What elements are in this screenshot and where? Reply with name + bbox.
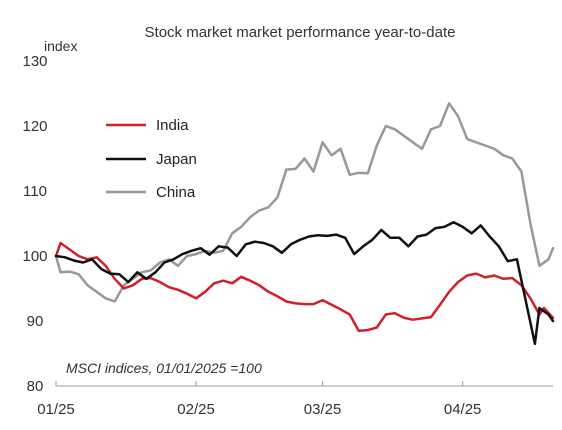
legend: India Japan China — [106, 117, 197, 201]
x-axis: 01/25 02/25 03/25 04/25 — [37, 381, 553, 418]
y-tick-label: 90 — [27, 313, 44, 330]
x-tick-label: 03/25 — [304, 401, 342, 418]
legend-label-china: China — [156, 184, 196, 201]
chart-title: Stock market market performance year-to-… — [145, 24, 456, 41]
chart-annotation: MSCI indices, 01/01/2025 =100 — [66, 360, 262, 376]
series-lines — [54, 102, 555, 346]
legend-label-india: India — [156, 117, 189, 134]
series-line-japan — [54, 220, 555, 346]
legend-label-japan: Japan — [156, 151, 197, 168]
y-tick-label: 100 — [22, 248, 47, 265]
y-axis-label: index — [44, 38, 77, 54]
x-tick-label: 01/25 — [37, 401, 75, 418]
y-tick-label: 80 — [27, 378, 44, 395]
series-line-china — [54, 102, 555, 303]
x-tick-label: 02/25 — [177, 401, 215, 418]
series-line-india — [54, 241, 555, 333]
y-axis-ticks: 80 90 100 110 120 130 — [22, 53, 47, 395]
y-tick-label: 130 — [22, 53, 47, 70]
y-tick-label: 120 — [22, 118, 47, 135]
y-tick-label: 110 — [23, 183, 47, 200]
x-tick-label: 04/25 — [444, 401, 482, 418]
